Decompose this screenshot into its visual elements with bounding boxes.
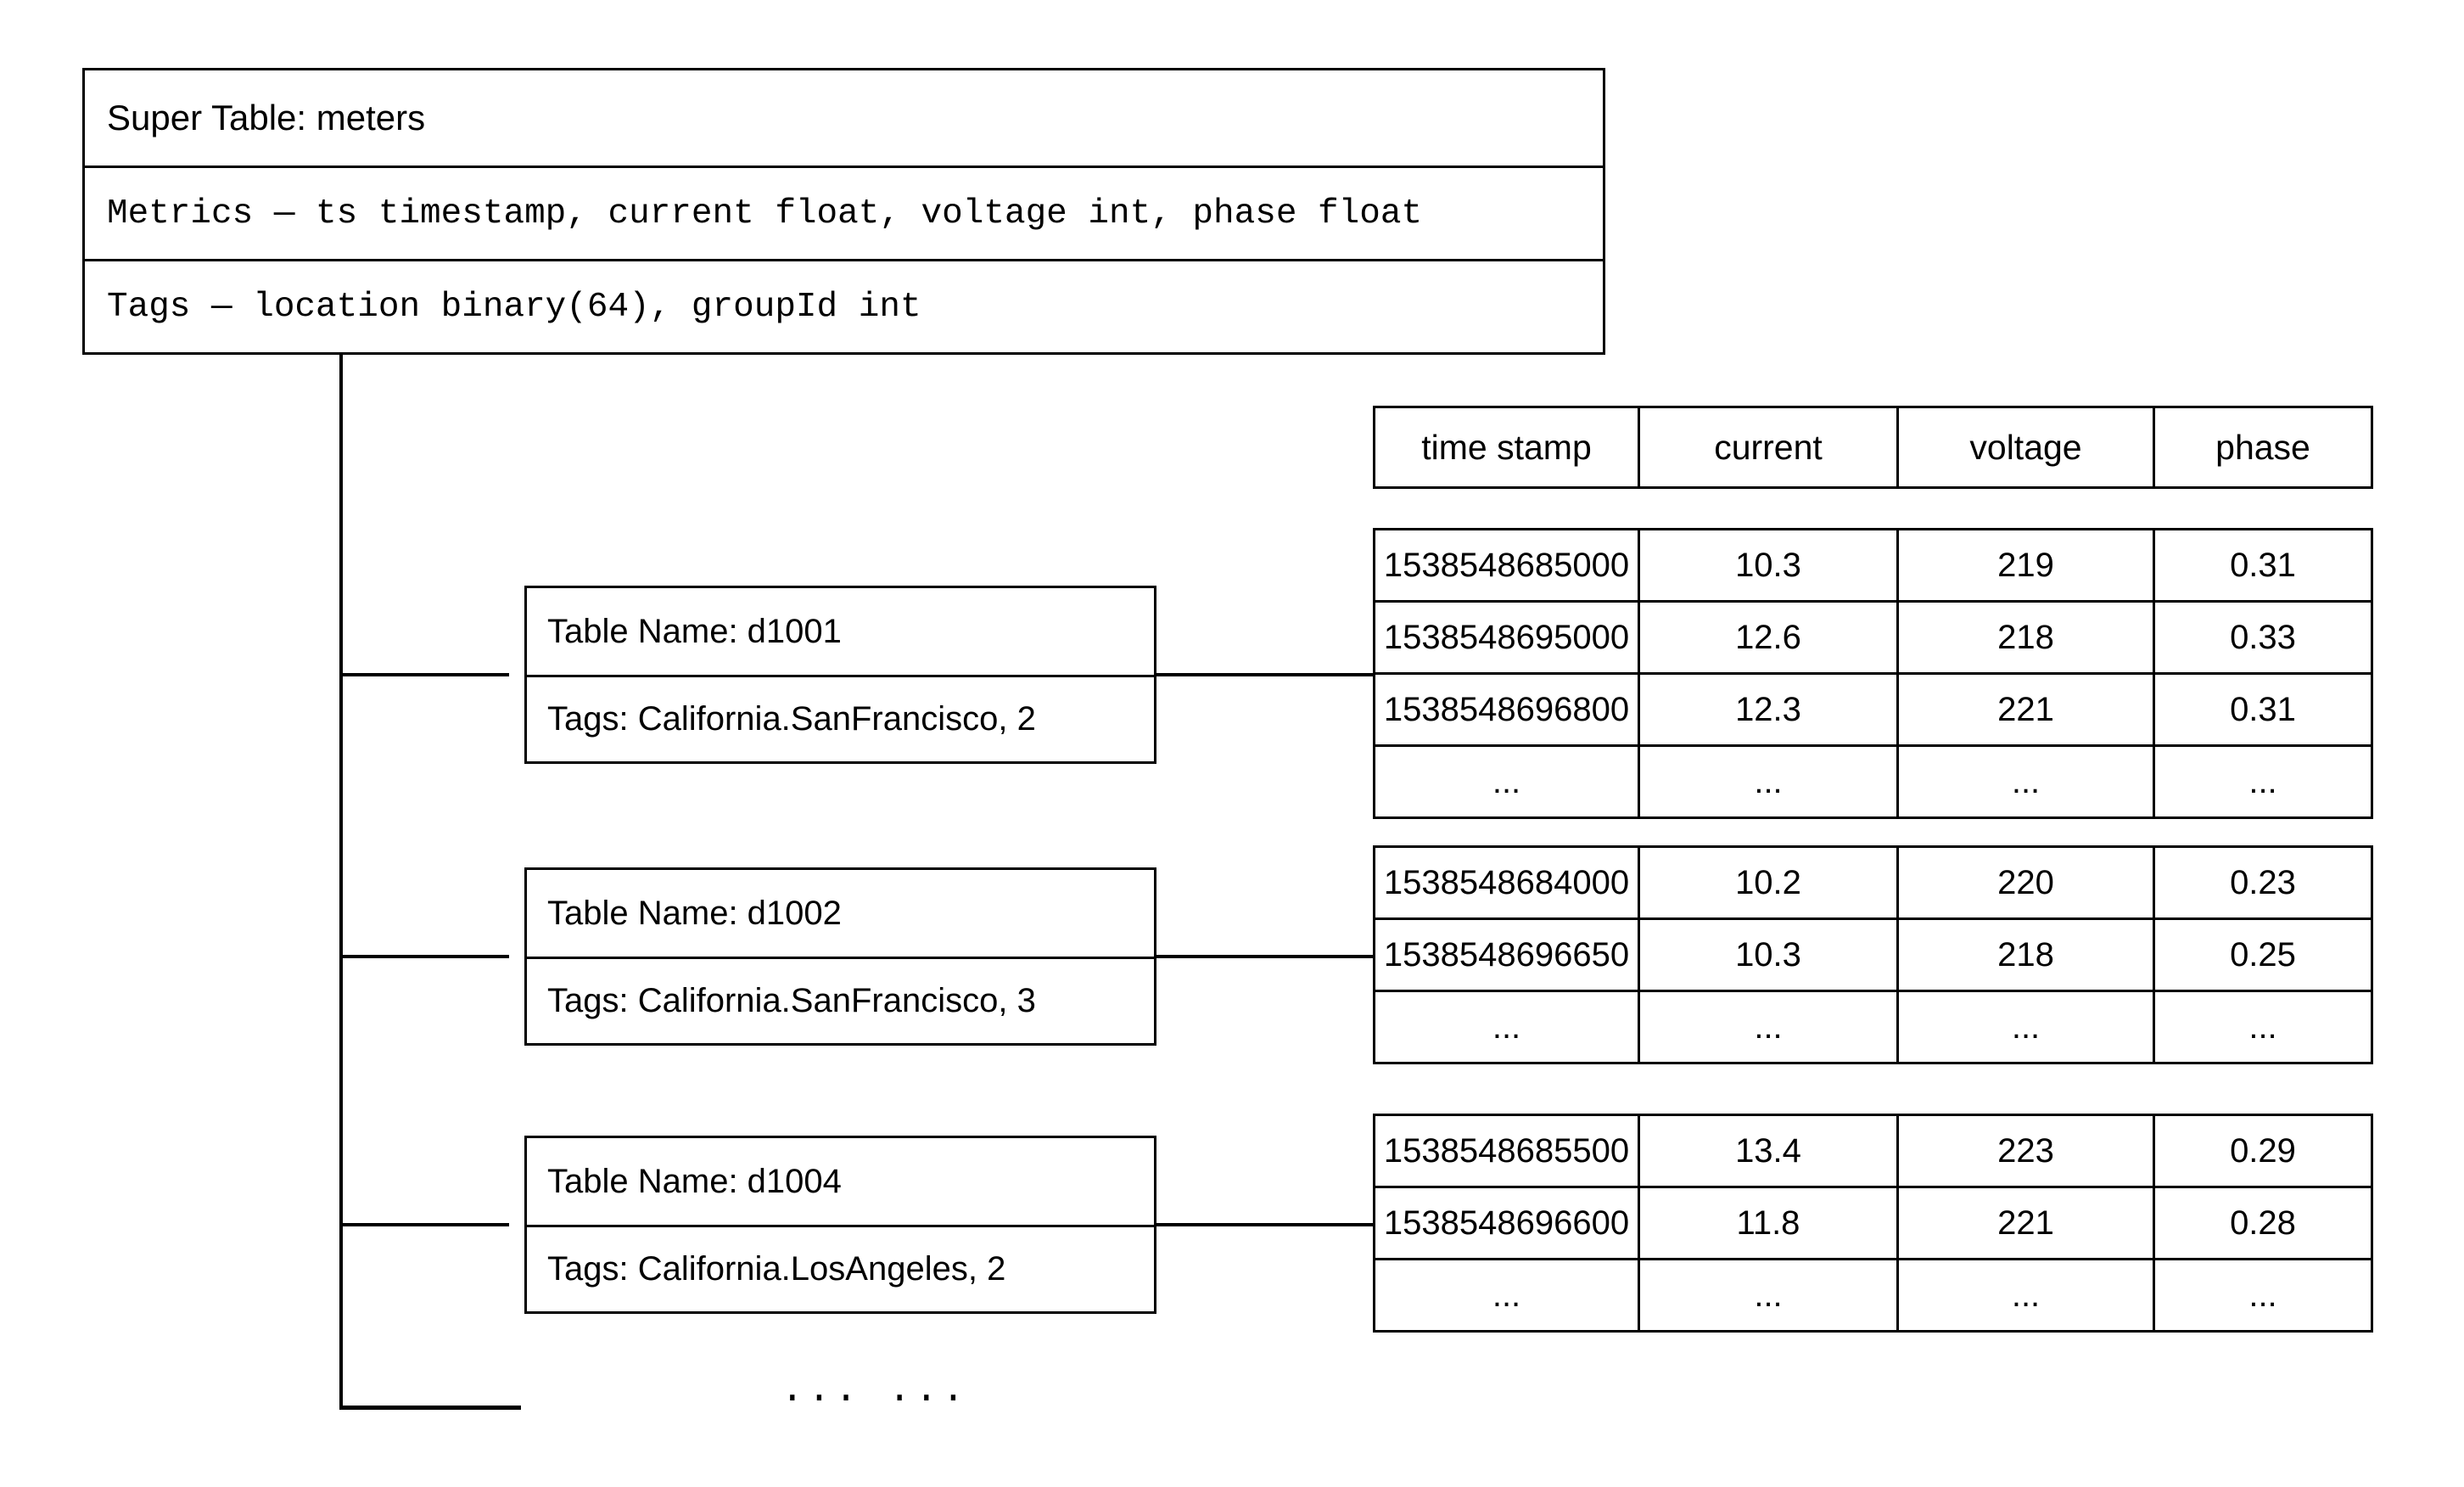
data-table-body-0: 1538548685000 10.3 219 0.31 1538548695000 12.… [1373, 528, 2373, 819]
sub-table-name-row-2: Table Name: d1004 [527, 1138, 1154, 1225]
data-cell-2-1-0: 1538548696600 [1373, 1186, 1640, 1260]
table-row: ............ [1373, 1258, 2373, 1333]
data-table-body-2: 1538548685500 13.4 223 0.29 1538548696600 11.… [1373, 1114, 2373, 1333]
table-connector-line-0 [1156, 673, 1373, 676]
data-cell-0-0-3: 0.31 [2153, 528, 2373, 603]
data-cell-2-1-1: 11.8 [1638, 1186, 1899, 1260]
branch-connector-line-0 [339, 673, 509, 676]
data-table-1: 1538548684000 10.2 220 0.23 1538548696650 10.… [1373, 845, 2373, 1064]
data-cell-0-3-2: ... [1896, 744, 2155, 819]
data-cell-2-0-2: 223 [1896, 1114, 2155, 1188]
sub-table-name-label-0: Table Name: d1001 [547, 612, 842, 650]
data-cell-0-2-0: 1538548696800 [1373, 672, 1640, 747]
super-table-title: Super Table: meters [107, 98, 426, 137]
data-cell-0-0-0: 1538548685000 [1373, 528, 1640, 603]
data-cell-2-0-3: 0.29 [2153, 1114, 2373, 1188]
table-connector-line-1 [1156, 955, 1373, 958]
table-row: ............ [1373, 990, 2373, 1064]
super-table-box: Super Table: meters Metrics — ts timesta… [82, 68, 1605, 355]
sub-table-name-label-1: Table Name: d1002 [547, 894, 842, 932]
data-cell-1-0-1: 10.2 [1638, 845, 1899, 920]
data-table-0: 1538548685000 10.3 219 0.31 1538548695000 12.… [1373, 528, 2373, 819]
data-cell-1-1-2: 218 [1896, 917, 2155, 992]
data-cell-0-0-2: 219 [1896, 528, 2155, 603]
data-cell-2-1-2: 221 [1896, 1186, 2155, 1260]
branch-connector-line-more [339, 1406, 521, 1410]
data-cell-0-2-3: 0.31 [2153, 672, 2373, 747]
data-cell-1-0-2: 220 [1896, 845, 2155, 920]
data-cell-1-2-3: ... [2153, 990, 2373, 1064]
data-cell-0-1-1: 12.6 [1638, 600, 1899, 675]
data-cell-1-2-0: ... [1373, 990, 1640, 1064]
data-table-2: 1538548685500 13.4 223 0.29 1538548696600 11.… [1373, 1114, 2373, 1333]
data-cell-0-1-2: 218 [1896, 600, 2155, 675]
super-table-metrics-text: Metrics — ts timestamp, current float, v… [107, 194, 1423, 233]
data-cell-1-1-3: 0.25 [2153, 917, 2373, 992]
table-row: 1538548684000 10.2 220 0.23 [1373, 845, 2373, 920]
data-cell-1-2-2: ... [1896, 990, 2155, 1064]
table-row: 1538548685000 10.3 219 0.31 [1373, 528, 2373, 603]
data-cell-0-0-1: 10.3 [1638, 528, 1899, 603]
table-row: 1538548696800 12.3 221 0.31 [1373, 672, 2373, 747]
table-row: ............ [1373, 744, 2373, 819]
branch-connector-line-2 [339, 1223, 509, 1226]
super-table-tags-row: Tags — location binary(64), groupId int [85, 259, 1603, 352]
table-row: 1538548696650 10.3 218 0.25 [1373, 917, 2373, 992]
super-table-title-row: Super Table: meters [85, 70, 1603, 166]
sub-table-box-2: Table Name: d1004 Tags: California.LosAn… [524, 1136, 1156, 1314]
branch-connector-line-1 [339, 955, 509, 958]
data-cell-2-2-0: ... [1373, 1258, 1640, 1333]
column-header-cell-3: phase [2153, 406, 2373, 489]
data-cell-0-1-3: 0.33 [2153, 600, 2373, 675]
table-row: 1538548696600 11.8 221 0.28 [1373, 1186, 2373, 1260]
more-tables-ellipsis: ... ... [781, 1368, 969, 1412]
sub-table-name-row-1: Table Name: d1002 [527, 870, 1154, 957]
data-cell-0-3-1: ... [1638, 744, 1899, 819]
super-table-metrics-row: Metrics — ts timestamp, current float, v… [85, 166, 1603, 259]
super-table-tags-text: Tags — location binary(64), groupId int [107, 287, 921, 327]
data-cell-2-0-1: 13.4 [1638, 1114, 1899, 1188]
data-cell-2-2-2: ... [1896, 1258, 2155, 1333]
data-cell-2-1-3: 0.28 [2153, 1186, 2373, 1260]
sub-table-box-0: Table Name: d1001 Tags: California.SanFr… [524, 586, 1156, 764]
data-cell-2-2-1: ... [1638, 1258, 1899, 1333]
table-row: 1538548695000 12.6 218 0.33 [1373, 600, 2373, 675]
column-header-table: time stamp current voltage phase [1373, 406, 2373, 489]
sub-table-tags-row-0: Tags: California.SanFrancisco, 2 [527, 675, 1154, 761]
data-table-body-1: 1538548684000 10.2 220 0.23 1538548696650 10.… [1373, 845, 2373, 1064]
data-cell-2-2-3: ... [2153, 1258, 2373, 1333]
sub-table-tags-label-0: Tags: California.SanFrancisco, 2 [547, 700, 1036, 738]
table-connector-line-2 [1156, 1223, 1373, 1226]
data-cell-1-0-0: 1538548684000 [1373, 845, 1640, 920]
data-cell-2-0-0: 1538548685500 [1373, 1114, 1640, 1188]
table-row: 1538548685500 13.4 223 0.29 [1373, 1114, 2373, 1188]
column-header-cell-2: voltage [1896, 406, 2155, 489]
data-cell-0-2-2: 221 [1896, 672, 2155, 747]
data-cell-1-1-1: 10.3 [1638, 917, 1899, 992]
sub-table-name-label-2: Table Name: d1004 [547, 1162, 842, 1200]
sub-table-tags-label-1: Tags: California.SanFrancisco, 3 [547, 982, 1036, 1019]
trunk-connector-line [339, 355, 343, 1409]
column-header-row: time stamp current voltage phase [1373, 406, 2373, 489]
column-header-cell-0: time stamp [1373, 406, 1640, 489]
data-cell-1-0-3: 0.23 [2153, 845, 2373, 920]
data-cell-1-2-1: ... [1638, 990, 1899, 1064]
sub-table-tags-label-2: Tags: California.LosAngeles, 2 [547, 1250, 1006, 1288]
data-cell-0-2-1: 12.3 [1638, 672, 1899, 747]
data-cell-0-3-3: ... [2153, 744, 2373, 819]
data-cell-1-1-0: 1538548696650 [1373, 917, 1640, 992]
sub-table-tags-row-1: Tags: California.SanFrancisco, 3 [527, 957, 1154, 1043]
sub-table-name-row-0: Table Name: d1001 [527, 588, 1154, 675]
column-header-cell-1: current [1638, 406, 1899, 489]
sub-table-tags-row-2: Tags: California.LosAngeles, 2 [527, 1225, 1154, 1311]
sub-table-box-1: Table Name: d1002 Tags: California.SanFr… [524, 867, 1156, 1046]
data-cell-0-3-0: ... [1373, 744, 1640, 819]
data-cell-0-1-0: 1538548695000 [1373, 600, 1640, 675]
